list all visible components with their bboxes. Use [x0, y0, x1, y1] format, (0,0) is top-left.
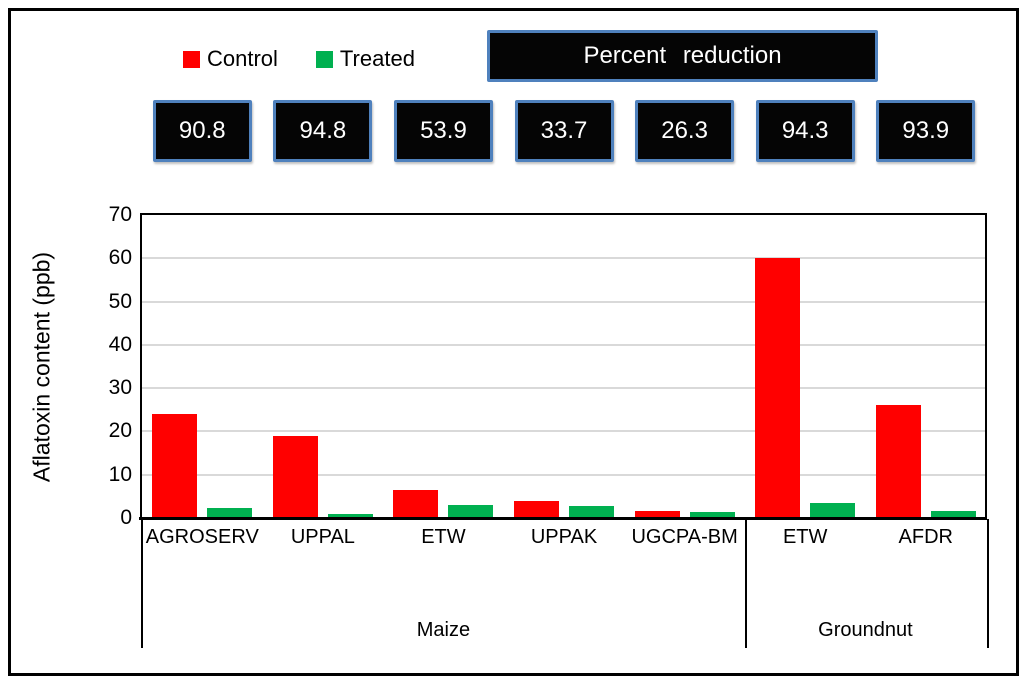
bar-group-etw [745, 215, 866, 518]
gridline [142, 300, 986, 303]
percent-reduction-cell: 26.3 [624, 99, 745, 163]
category-label: ETW [782, 526, 828, 548]
bar-control-etw [393, 490, 439, 518]
bar-group-uppak [504, 215, 625, 518]
percent-reduction-cell: 93.9 [865, 99, 986, 163]
y-tick-label: 50 [108, 289, 132, 313]
bar-group-uppal [263, 215, 384, 518]
group-label-text: Maize [416, 619, 471, 641]
category-label: ETW [421, 526, 466, 548]
percent-reduction-value-box: 94.8 [273, 100, 373, 162]
gridline [142, 343, 986, 346]
percent-reduction-row: 90.8 94.8 53.9 33.7 26.3 94.3 93.9 [142, 99, 986, 163]
percent-reduction-cell: 90.8 [142, 99, 263, 163]
bar-group-etw [383, 215, 504, 518]
bar-treated-etw [448, 505, 494, 518]
x-axis-line [139, 517, 987, 520]
bar-treated-agroserv [207, 508, 253, 518]
category-label: UPPAL [290, 526, 355, 548]
bar-series-area [142, 215, 986, 518]
group-axis-labels: Maize Groundnut [142, 560, 986, 648]
bar-treated-etw [810, 503, 856, 518]
bar-group-afdr [865, 215, 986, 518]
y-axis-title: Aflatoxin content (ppb) [28, 251, 55, 483]
y-tick-label: 40 [108, 332, 132, 356]
figure-border [8, 8, 1019, 676]
percent-reduction-value-box: 93.9 [876, 100, 976, 162]
gridline [142, 257, 986, 260]
bar-control-uppak [514, 500, 560, 518]
percent-reduction-cell: 94.8 [263, 99, 384, 163]
axis-divider-line [745, 519, 747, 648]
plot-area-frame [140, 213, 987, 519]
percent-reduction-cell: 33.7 [504, 99, 625, 163]
bar-group-ugcpa-bm [624, 215, 745, 518]
bar-control-ugcpa-bm [634, 510, 680, 518]
y-tick-label: 70 [108, 203, 132, 226]
legend-item-treated: Treated [315, 46, 415, 72]
percent-reduction-value-box: 94.3 [755, 100, 855, 162]
gridline [142, 387, 986, 390]
bar-control-afdr [875, 405, 921, 518]
legend-item-control: Control [183, 46, 278, 72]
percent-reduction-cell: 53.9 [383, 99, 504, 163]
category-label: UGCPA-BM [631, 526, 738, 548]
group-label-groundnut: Groundnut [745, 560, 986, 648]
bar-control-etw [755, 258, 801, 518]
category-label: AGROSERV [145, 526, 259, 548]
percent-reduction-title-box: Percent reduction [487, 30, 878, 82]
treated-swatch-icon [315, 50, 333, 68]
group-label-text: Groundnut [818, 619, 913, 641]
percent-reduction-value-box: 33.7 [514, 100, 614, 162]
bar-treated-ugcpa-bm [689, 512, 735, 518]
bar-treated-afdr [930, 511, 976, 518]
control-swatch-icon [183, 50, 200, 68]
gridline [142, 430, 986, 433]
percent-reduction-value-box: 53.9 [393, 100, 493, 162]
axis-divider-line [987, 519, 989, 648]
category-label: AFDR [898, 526, 953, 548]
percent-reduction-value-box: 90.8 [152, 100, 252, 162]
y-tick-label: 10 [108, 462, 132, 486]
gridline [142, 473, 986, 476]
bar-control-uppal [272, 435, 318, 518]
y-tick-label: 60 [108, 246, 132, 270]
axis-divider-line [141, 519, 143, 648]
bar-group-agroserv [142, 215, 263, 518]
chart-legend: Control Treated [183, 46, 415, 72]
legend-control-label: Control [207, 46, 278, 71]
percent-reduction-value-box: 26.3 [635, 100, 735, 162]
percent-reduction-cell: 94.3 [745, 99, 866, 163]
y-tick-label: 20 [108, 419, 132, 443]
category-axis-labels: AGROSERV UPPAL ETW UPPAK UGCPA-BM ETW AFDR [142, 526, 986, 549]
bar-treated-uppak [569, 506, 615, 518]
legend-treated-label: Treated [339, 46, 415, 71]
category-label: UPPAK [530, 526, 598, 548]
y-tick-label: 0 [120, 506, 132, 529]
y-tick-label: 30 [108, 376, 132, 400]
group-label-maize: Maize [142, 560, 745, 648]
bar-control-agroserv [152, 414, 198, 518]
bar-treated-uppal [327, 513, 373, 518]
